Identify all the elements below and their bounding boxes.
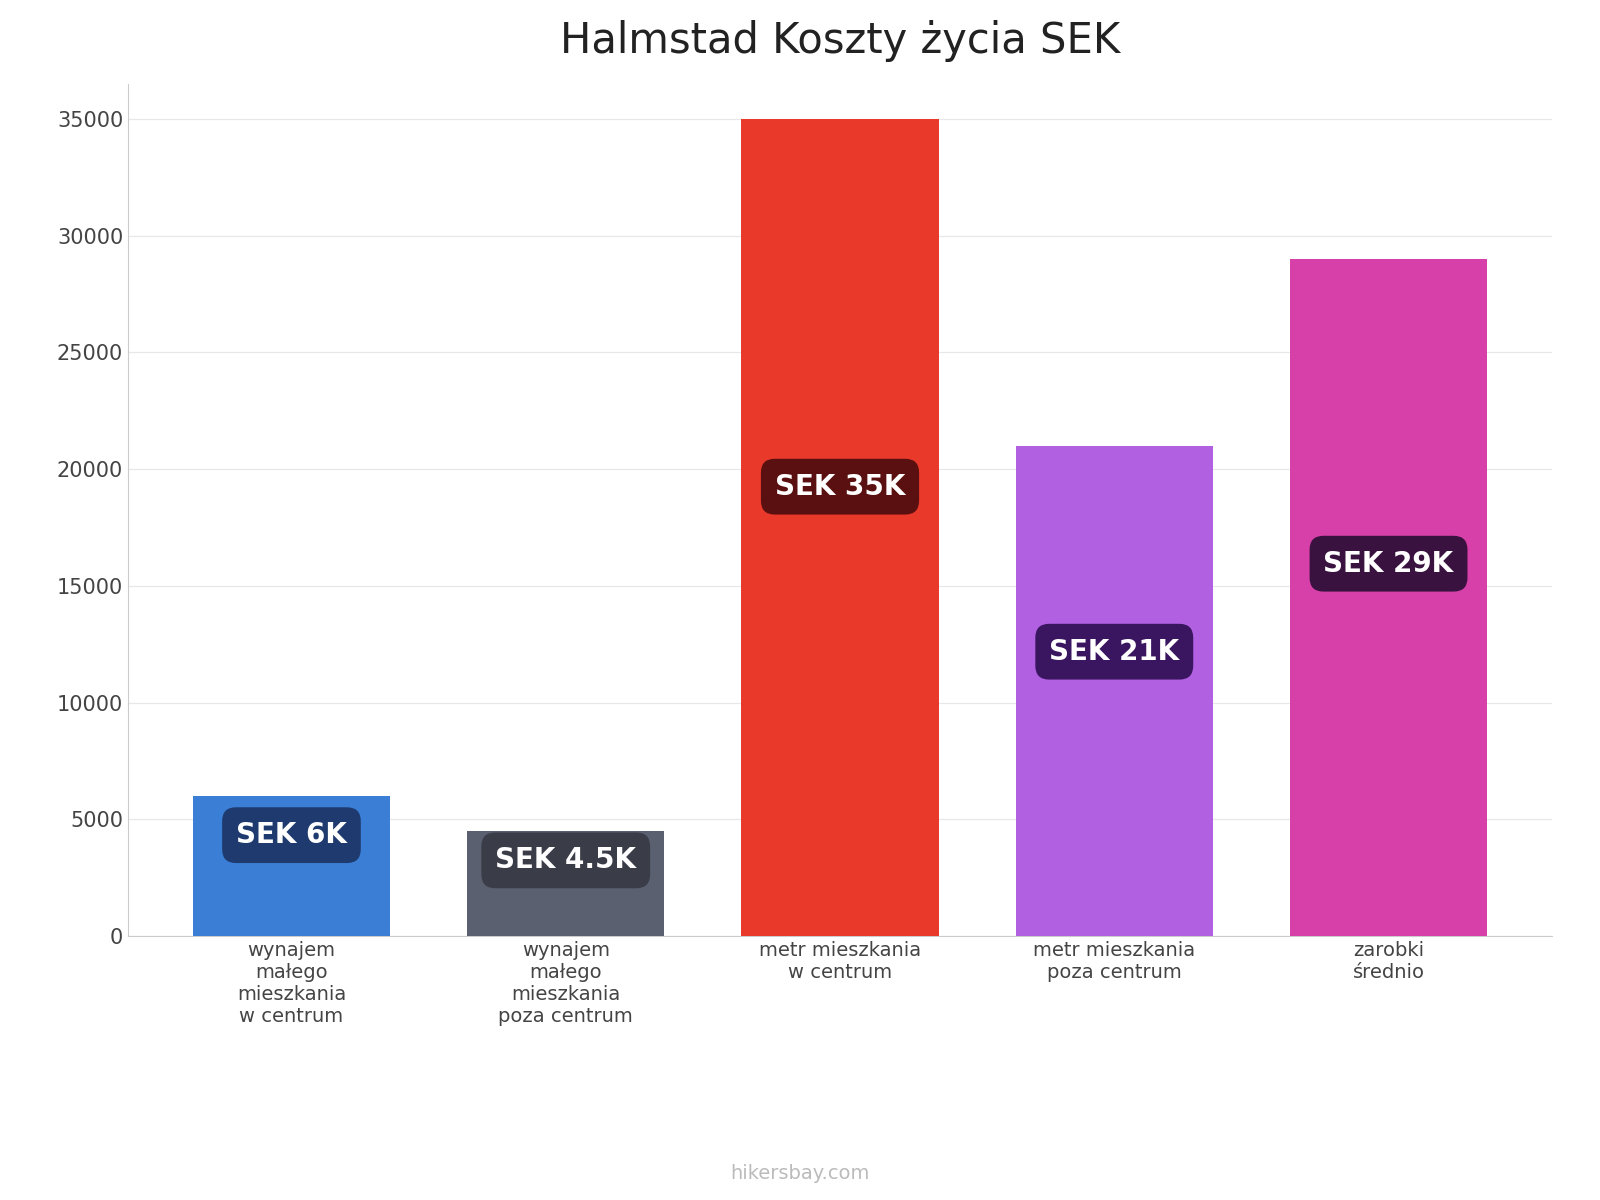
Bar: [192, 796, 390, 936]
Text: hikersbay.com: hikersbay.com: [730, 1164, 870, 1183]
Text: SEK 29K: SEK 29K: [1323, 550, 1453, 577]
Text: SEK 6K: SEK 6K: [237, 821, 347, 850]
Bar: [1290, 259, 1488, 936]
Bar: [1016, 446, 1213, 936]
Title: Halmstad Koszty życia SEK: Halmstad Koszty życia SEK: [560, 20, 1120, 62]
Bar: [741, 119, 939, 936]
Bar: [467, 830, 664, 936]
Text: SEK 21K: SEK 21K: [1050, 637, 1179, 666]
Text: SEK 35K: SEK 35K: [774, 473, 906, 500]
Text: SEK 4.5K: SEK 4.5K: [496, 846, 637, 875]
